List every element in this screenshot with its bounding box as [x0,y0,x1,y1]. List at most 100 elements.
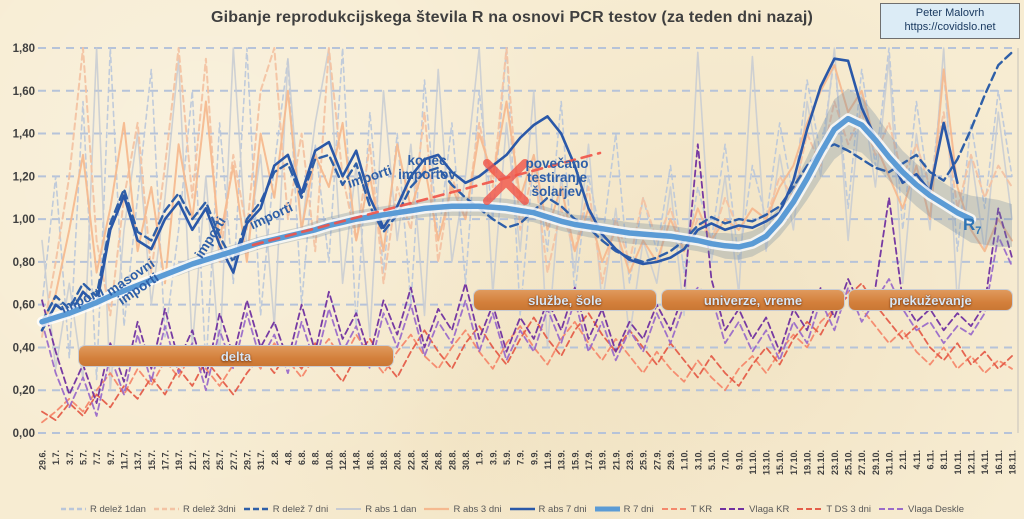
event-bar-slu-be-ole: službe, šole [473,289,657,311]
x-axis-label: 21.7. [188,450,198,470]
legend-swatch [661,508,687,510]
legend-label: R delež 1dan [89,503,146,515]
credit-url: https://covidslo.net [904,20,996,33]
x-axis-label: 5.7. [78,450,88,465]
x-axis-label: 16.8. [365,450,375,470]
series-vlaga-kr [41,143,1013,404]
x-axis-label: 7.10. [721,450,731,470]
legend-label: Vlaga KR [749,503,790,515]
x-axis-label: 6.11. [926,450,936,470]
x-axis-label: 21.10. [816,450,826,475]
x-axis-label: 25.10. [844,450,854,475]
x-axis-label: 18.8. [379,450,389,470]
y-axis-label: 1,60 [13,86,35,98]
legend-swatch [243,507,269,511]
x-axis-label: 12.11. [967,450,977,475]
y-axis-label: 0,80 [13,257,35,269]
x-axis-label: 8.11. [939,450,949,470]
chart-legend: R delež 1dan R delež 3dni R delež 7 dni R a… [0,501,1024,517]
x-axis-label: 10.8. [324,450,334,470]
legend-item-r-abs-7-dni: R abs 7 dni [509,504,587,515]
annotation-pove-ano-testiranje-olarjev: povečano testiranje šolarjev [525,156,588,199]
legend-swatch [509,507,535,511]
event-bar-preku-evanje: prekuževanje [848,289,1013,311]
y-axis-label: 0,40 [13,342,35,354]
x-axis-label: 9.9. [529,450,539,465]
legend-item-r-abs-1-dan: R abs 1 dan [335,504,416,515]
legend-label: Vlaga Deskle [908,503,965,515]
x-axis-label: 18.11. [1008,450,1018,475]
legend-swatch [720,508,746,510]
legend-item-t-ds-3-dni: T DS 3 dni [796,504,871,515]
legend-label: R delež 3dni [182,503,236,515]
legend-swatch [60,507,86,511]
x-axis-label: 17.10. [789,450,799,475]
red-x-icon [483,159,529,205]
annotation-importi: importi [346,163,394,191]
credit-author: Peter Malovrh [915,7,985,19]
x-axis-label: 29.7. [242,450,252,470]
y-axis-label: 1,80 [13,43,35,55]
x-axis-label: 8.8. [311,450,321,465]
x-axis-label: 17.7. [160,450,170,470]
x-axis-label: 21.9. [611,450,621,470]
x-axis-label: 25.7. [215,450,225,470]
x-axis-label: 19.10. [803,450,813,475]
x-axis-label: 17.9. [584,450,594,470]
x-axis-label: 5.10. [707,450,717,470]
x-axis-label: 7.9. [516,450,526,465]
x-axis-label: 1.7. [51,450,61,465]
y-axis-label: 1,40 [13,129,35,141]
legend-swatch [594,506,620,512]
legend-swatch [153,507,179,511]
x-axis-label: 10.11. [953,450,963,475]
legend-item-r-dele-3dni: R delež 3dni [153,504,236,515]
event-bar-delta: delta [78,345,394,367]
x-axis-label: 15.7. [147,450,157,470]
series-layer-mid [40,51,1014,332]
y-axis-label: 0,20 [13,385,35,397]
legend-label: R abs 1 dan [365,503,417,515]
x-axis-label: 30.8. [461,450,471,470]
x-axis-label: 31.7. [256,450,266,470]
legend-swatch [424,507,450,511]
x-axis-label: 29.10. [871,450,881,475]
legend-label: R abs 7 dni [538,503,587,515]
x-axis-label: 23.10. [830,450,840,475]
x-axis-label: 23.9. [625,450,635,470]
x-axis-label: 16.11. [994,450,1004,475]
legend-item-r-abs-3-dni: R abs 3 dni [423,503,502,515]
x-axis-label: 3.9. [488,450,498,465]
legend-item-vlaga-deskle: Vlaga Deskle [878,504,964,515]
legend-item-r-7-dni: R 7 dni [594,504,654,515]
x-axis-label: 27.7. [229,450,239,470]
x-axis-label: 25.9. [639,450,649,470]
legend-label: T KR [690,503,713,515]
x-axis-label: 27.9. [652,450,662,470]
legend-label: R abs 3 dni [453,503,502,515]
legend-item-vlaga-kr: Vlaga KR [719,504,789,515]
x-axis-label: 23.7. [201,450,211,470]
x-axis-label: 26.8. [434,450,444,470]
y-axis-label: 1,00 [13,214,35,226]
x-axis-label: 7.7. [92,450,102,465]
x-axis-label: 3.10. [693,450,703,470]
series-r-dele-7-dni [40,51,1014,323]
trend-line [251,151,602,247]
x-axis-label: 9.10. [734,450,744,470]
x-axis-label: 4.8. [283,450,293,465]
x-axis-label: 13.10. [762,450,772,475]
y-axis-label: 0,00 [13,428,35,440]
x-axis-label: 29.6. [38,450,48,470]
x-axis-label: 5.9. [502,450,512,465]
legend-swatch [797,508,823,510]
x-axis-label: 13.9. [557,450,567,470]
x-axis-label: 4.11. [912,450,922,470]
x-axis-label: 19.9. [598,450,608,470]
legend-item-t-kr: T KR [661,504,712,515]
legend-item-r-dele-1dan: R delež 1dan [60,504,146,515]
annotation-konec-importov: konec importov [398,153,456,182]
x-axis-label: 28.8. [447,450,457,470]
x-axis-label: 14.8. [352,450,362,470]
x-axis-label: 9.7. [106,450,116,465]
